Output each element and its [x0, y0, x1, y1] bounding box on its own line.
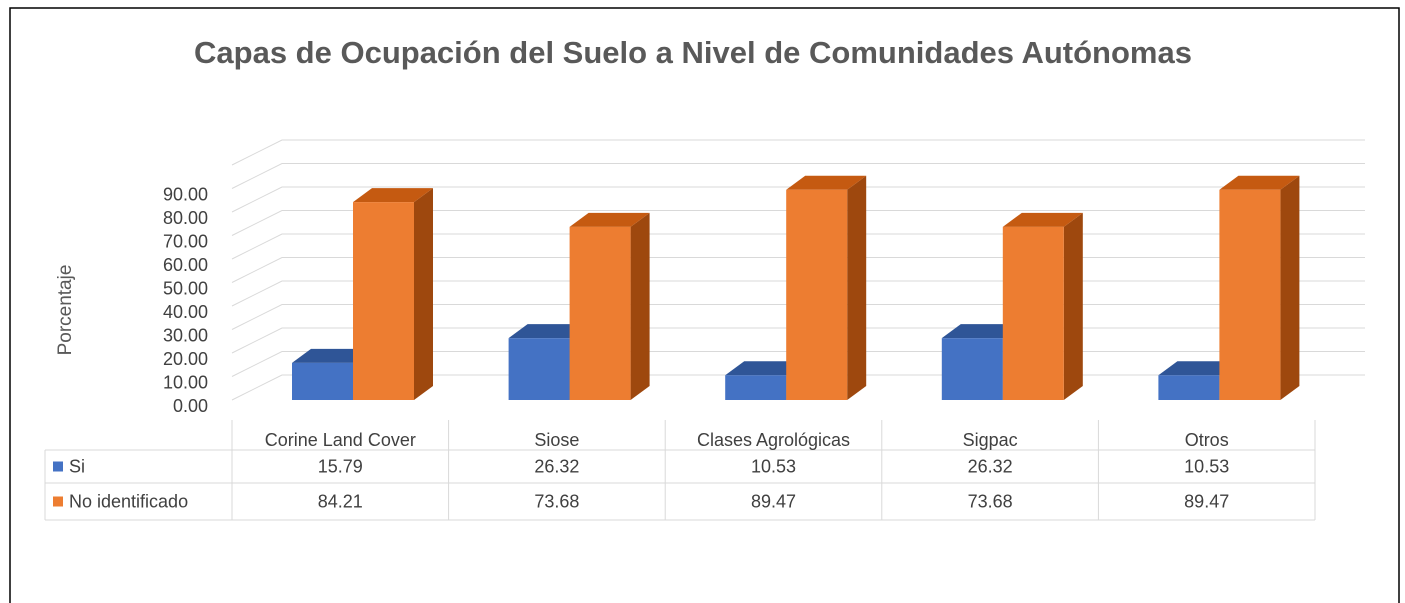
table-value: 89.47	[751, 491, 796, 511]
grid-line	[231, 186, 1365, 213]
bar-side	[847, 175, 867, 400]
x-tick-label: Otros	[1185, 430, 1229, 450]
y-tick-label: 20.00	[163, 349, 208, 369]
grid-line	[231, 139, 1365, 166]
y-tick-label: 70.00	[163, 231, 208, 251]
x-tick-label: Siose	[534, 430, 579, 450]
bar-top	[1219, 175, 1300, 190]
bar	[941, 338, 1003, 400]
bar-top	[1158, 361, 1239, 376]
bar-side	[1280, 175, 1300, 400]
bar-top	[508, 324, 589, 339]
bar-top	[353, 188, 433, 203]
grid-line	[231, 210, 1365, 236]
y-tick-label: 90.00	[163, 184, 208, 204]
bar-top	[941, 324, 1022, 339]
y-tick-label: 60.00	[163, 255, 208, 275]
bar-top	[1002, 212, 1083, 227]
bar	[786, 189, 848, 400]
table-value: 89.47	[1184, 491, 1229, 511]
y-tick-label: 30.00	[163, 325, 208, 345]
table-value: 10.53	[1184, 456, 1229, 476]
table-value: 84.21	[318, 491, 363, 511]
table-value: 73.68	[968, 491, 1013, 511]
bar	[508, 338, 570, 400]
y-tick-label: 80.00	[163, 208, 208, 228]
bar	[353, 202, 414, 400]
bar	[1219, 189, 1281, 400]
table-value: 15.79	[318, 456, 363, 476]
bar-top	[292, 348, 372, 363]
y-axis-label: Porcentaje	[55, 265, 76, 356]
table-value: 26.32	[968, 456, 1013, 476]
bar-side	[630, 212, 650, 400]
bar-side	[1063, 212, 1083, 400]
table-value: 10.53	[751, 456, 796, 476]
bar-top	[569, 212, 650, 227]
bar-top	[725, 361, 806, 376]
bar	[292, 362, 353, 400]
bar	[569, 226, 631, 400]
grid-line	[231, 163, 1365, 189]
y-tick-label: 50.00	[163, 278, 208, 298]
x-tick-label: Sigpac	[963, 430, 1018, 450]
y-tick-label: 10.00	[163, 372, 208, 392]
bar-top	[786, 175, 867, 190]
x-tick-label: Clases Agrológicas	[697, 430, 850, 450]
x-tick-label: Corine Land Cover	[265, 430, 416, 450]
bar	[1158, 375, 1220, 400]
bar	[725, 375, 787, 400]
y-tick-label: 40.00	[163, 302, 208, 322]
legend-label: Si	[69, 456, 85, 476]
chart-title: Capas de Ocupación del Suelo a Nivel de …	[194, 35, 1192, 70]
bar-side	[414, 188, 433, 400]
y-tick-label: 0.00	[173, 396, 208, 416]
table-value: 73.68	[534, 491, 579, 511]
legend-label: No identificado	[69, 491, 188, 511]
bar	[1002, 226, 1064, 400]
table-value: 26.32	[534, 456, 579, 476]
legend-swatch	[53, 461, 63, 472]
legend-swatch	[53, 496, 63, 507]
frame	[9, 7, 1400, 603]
